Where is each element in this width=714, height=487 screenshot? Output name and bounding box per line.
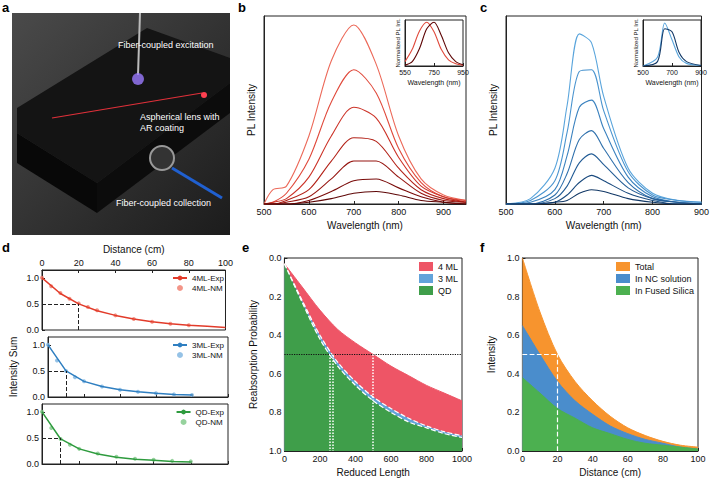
svg-text:0: 0	[39, 258, 44, 268]
html-text:Fiber-coupled collection: Fiber-coupled collection	[116, 198, 212, 208]
svg-text:Distance (cm): Distance (cm)	[103, 244, 165, 255]
svg-text:b: b	[238, 0, 246, 15]
svg-text:3ML-Exp: 3ML-Exp	[192, 341, 225, 350]
svg-text:400: 400	[348, 454, 363, 464]
svg-text:1.0: 1.0	[26, 273, 39, 283]
svg-text:200: 200	[312, 454, 327, 464]
svg-text:Reduced Length: Reduced Length	[337, 467, 410, 478]
svg-text:QD: QD	[438, 286, 452, 296]
svg-text:500: 500	[256, 207, 271, 217]
svg-text:800: 800	[419, 454, 434, 464]
svg-text:0.0: 0.0	[26, 459, 39, 469]
svg-text:900: 900	[436, 207, 451, 217]
svg-text:900: 900	[694, 207, 709, 217]
svg-text:750: 750	[428, 69, 440, 76]
svg-text:Wavelength (nm): Wavelength (nm)	[407, 79, 460, 87]
svg-text:d: d	[2, 240, 10, 255]
svg-text:c: c	[480, 0, 487, 15]
svg-text:In NC solution: In NC solution	[635, 274, 692, 284]
svg-text:0.4: 0.4	[269, 330, 282, 340]
svg-text:900: 900	[695, 69, 707, 76]
svg-text:950: 950	[457, 69, 469, 76]
svg-text:700: 700	[346, 207, 361, 217]
svg-text:0: 0	[282, 454, 287, 464]
svg-text:Wavelength (nm): Wavelength (nm)	[566, 220, 642, 231]
svg-text:e: e	[242, 240, 249, 255]
svg-text:QD-NM: QD-NM	[196, 418, 223, 427]
svg-text:1.0: 1.0	[507, 253, 520, 263]
svg-text:40: 40	[588, 454, 598, 464]
html-text:Aspherical lens with AR coatin: Aspherical lens with AR coating	[140, 112, 220, 133]
svg-text:Normalized PL Int.: Normalized PL Int.	[395, 18, 401, 67]
svg-text:0.8: 0.8	[507, 292, 520, 302]
svg-text:3 ML: 3 ML	[438, 274, 458, 284]
svg-text:PL Intensity: PL Intensity	[246, 84, 257, 136]
svg-text:Intensity Sum: Intensity Sum	[8, 337, 19, 398]
svg-text:500: 500	[637, 69, 649, 76]
svg-text:0.8: 0.8	[269, 407, 282, 417]
svg-text:4 ML: 4 ML	[438, 262, 458, 272]
svg-text:f: f	[480, 240, 485, 255]
svg-text:1000: 1000	[452, 454, 472, 464]
html-text:a: a	[2, 0, 10, 15]
svg-text:Total: Total	[635, 262, 654, 272]
svg-text:PL Intensity: PL Intensity	[488, 84, 499, 136]
svg-text:800: 800	[391, 207, 406, 217]
svg-text:Reabsorption Probability: Reabsorption Probability	[248, 300, 259, 409]
svg-text:0.0: 0.0	[32, 392, 45, 402]
svg-text:0.5: 0.5	[26, 433, 39, 443]
svg-text:700: 700	[596, 207, 611, 217]
svg-text:600: 600	[383, 454, 398, 464]
svg-text:1.0: 1.0	[26, 407, 39, 417]
html-text:Fiber-coupled excitation: Fiber-coupled excitation	[118, 40, 214, 50]
svg-text:1.0: 1.0	[269, 446, 282, 456]
svg-text:20: 20	[553, 454, 563, 464]
svg-text:60: 60	[623, 454, 633, 464]
svg-text:In Fused Silica: In Fused Silica	[635, 286, 694, 296]
svg-text:Distance (cm): Distance (cm)	[579, 467, 641, 478]
svg-text:Wavelength (nm): Wavelength (nm)	[645, 79, 698, 87]
svg-text:550: 550	[399, 69, 411, 76]
svg-text:4ML-NM: 4ML-NM	[192, 284, 223, 293]
svg-text:700: 700	[666, 69, 678, 76]
svg-text:100: 100	[690, 454, 705, 464]
svg-text:0.2: 0.2	[269, 292, 282, 302]
svg-text:0.5: 0.5	[32, 366, 45, 376]
svg-text:600: 600	[547, 207, 562, 217]
svg-text:0.0: 0.0	[26, 325, 39, 335]
svg-text:40: 40	[110, 258, 120, 268]
svg-text:100: 100	[218, 258, 233, 268]
svg-text:QD-Exp: QD-Exp	[196, 408, 225, 417]
svg-text:0.0: 0.0	[507, 446, 520, 456]
svg-text:0.0: 0.0	[269, 253, 282, 263]
svg-text:80: 80	[658, 454, 668, 464]
svg-text:0.5: 0.5	[26, 299, 39, 309]
svg-text:0.6: 0.6	[507, 330, 520, 340]
svg-text:4ML-Exp: 4ML-Exp	[192, 274, 225, 283]
svg-text:1.0: 1.0	[32, 340, 45, 350]
svg-text:0.2: 0.2	[507, 407, 520, 417]
svg-text:80: 80	[184, 258, 194, 268]
svg-text:0: 0	[520, 454, 525, 464]
svg-text:20: 20	[74, 258, 84, 268]
svg-text:600: 600	[301, 207, 316, 217]
svg-text:Wavelength (nm): Wavelength (nm)	[327, 220, 403, 231]
svg-text:800: 800	[645, 207, 660, 217]
svg-text:Intensity: Intensity	[486, 336, 497, 373]
svg-text:0.4: 0.4	[507, 369, 520, 379]
svg-text:0.6: 0.6	[269, 369, 282, 379]
svg-text:3ML-NM: 3ML-NM	[192, 351, 223, 360]
svg-text:500: 500	[498, 207, 513, 217]
svg-text:60: 60	[147, 258, 157, 268]
svg-text:Normalized PL Int.: Normalized PL Int.	[633, 18, 639, 67]
